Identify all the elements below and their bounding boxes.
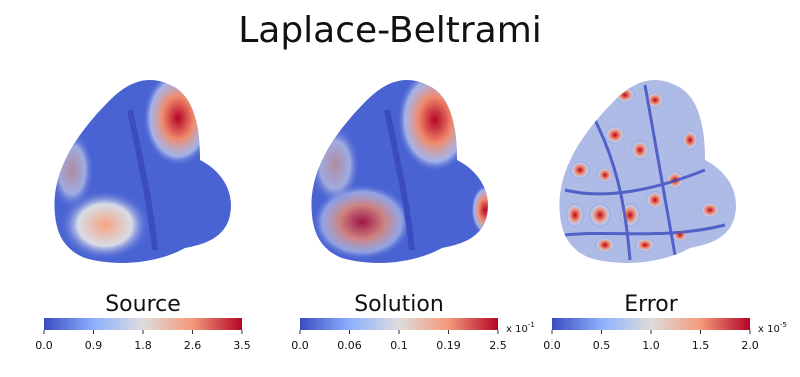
- tick-label: 2.6: [184, 339, 202, 352]
- scale-power: -1: [528, 321, 535, 329]
- tick-label: 1.8: [134, 339, 152, 352]
- tick-label: 0.0: [35, 339, 53, 352]
- panel-label: Solution: [354, 292, 444, 317]
- tick-label: 0.0: [291, 339, 309, 352]
- tick-label: 0.06: [337, 339, 362, 352]
- panel-label: Error: [624, 292, 679, 317]
- colorbars: Source 0.0 0.9 1.8 2.6 3.5 Solution 0.0 0.06 0.1 0…: [35, 292, 787, 352]
- colorbar: [300, 318, 498, 330]
- tick-label: 1.5: [692, 339, 710, 352]
- tick-label: 2.0: [741, 339, 759, 352]
- colorbar: [44, 318, 242, 330]
- title: Laplace-Beltrami: [238, 10, 542, 51]
- scale-label: x 10-1: [506, 321, 535, 335]
- surface: [54, 80, 231, 263]
- scale-label: x 10-5: [758, 321, 787, 335]
- tick-label: 0.1: [390, 339, 408, 352]
- tick-label: 0.9: [85, 339, 103, 352]
- tick-label: 0.5: [593, 339, 611, 352]
- tick-label: 3.5: [233, 339, 251, 352]
- scale-base: x 10: [758, 324, 780, 335]
- tick-label: 1.0: [642, 339, 660, 352]
- surface: [311, 80, 488, 263]
- tick-label: 0.0: [543, 339, 561, 352]
- scale-base: x 10: [506, 324, 528, 335]
- panel-label: Source: [105, 292, 181, 317]
- colorbar: [552, 318, 750, 330]
- tick-label: 0.19: [436, 339, 461, 352]
- tick-label: 2.5: [489, 339, 507, 352]
- scale-power: -5: [780, 321, 787, 329]
- surface: [559, 80, 736, 263]
